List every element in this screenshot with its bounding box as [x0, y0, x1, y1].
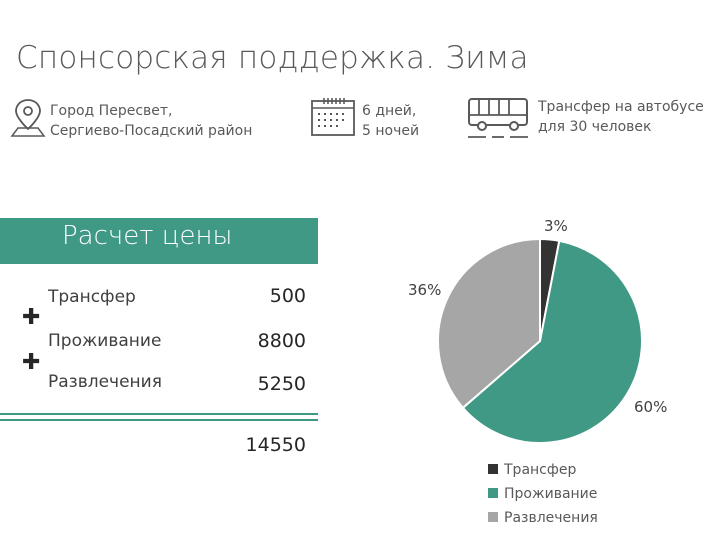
pie-chart [437, 237, 643, 444]
pricing-banner [0, 218, 318, 264]
legend-label: Развлечения [504, 510, 598, 526]
row-label-entertainment: Развлечения [48, 372, 162, 392]
legend-item-transfer: Трансфер [488, 462, 576, 478]
pie-label-transfer: 3% [544, 217, 568, 235]
row-label-transfer: Трансфер [48, 287, 136, 307]
pie-label-entertainment: 36% [408, 281, 442, 299]
row-value-transfer: 500 [269, 285, 306, 307]
row-value-entertainment: 5250 [257, 373, 306, 395]
row-value-living: 8800 [257, 330, 306, 352]
duration-line-2: 5 ночей [362, 123, 420, 139]
calendar-icon [311, 98, 355, 136]
plus-icon: ✚ [22, 305, 41, 330]
legend-label: Трансфер [504, 462, 577, 478]
page-title: Спонсорская поддержка. Зима [16, 40, 529, 76]
bus-icon [468, 98, 528, 138]
legend-swatch [488, 488, 498, 498]
pricing-heading: Расчет цены [62, 221, 233, 251]
total-divider-line [0, 413, 318, 415]
location-text: Город Пересвет, Сергиево-Посадский район [50, 101, 252, 141]
location-pin-icon [10, 99, 46, 137]
transfer-line-1: Трансфер на автобусе [538, 99, 704, 115]
legend-swatch [488, 512, 498, 522]
row-label-living: Проживание [48, 331, 162, 351]
legend-label: Проживание [504, 486, 598, 502]
pie-slice-living [461, 239, 643, 444]
location-line-2: Сергиево-Посадский район [50, 123, 253, 139]
location-line-1: Город Пересвет, [50, 103, 173, 119]
transfer-line-2: для 30 человек [538, 119, 652, 135]
pie-label-living: 60% [634, 398, 668, 416]
pie-slice-entertainment [437, 237, 541, 410]
plus-icon: ✚ [22, 350, 41, 375]
legend-item-living: Проживание [488, 486, 597, 502]
total-value: 14550 [245, 434, 306, 456]
duration-line-1: 6 дней, [362, 103, 417, 119]
legend-swatch [488, 464, 498, 474]
legend-item-entertainment: Развлечения [488, 510, 598, 526]
total-divider-line [0, 419, 318, 421]
duration-text: 6 дней, 5 ночей [362, 101, 419, 141]
transfer-text: Трансфер на автобусе для 30 человек [538, 97, 704, 137]
